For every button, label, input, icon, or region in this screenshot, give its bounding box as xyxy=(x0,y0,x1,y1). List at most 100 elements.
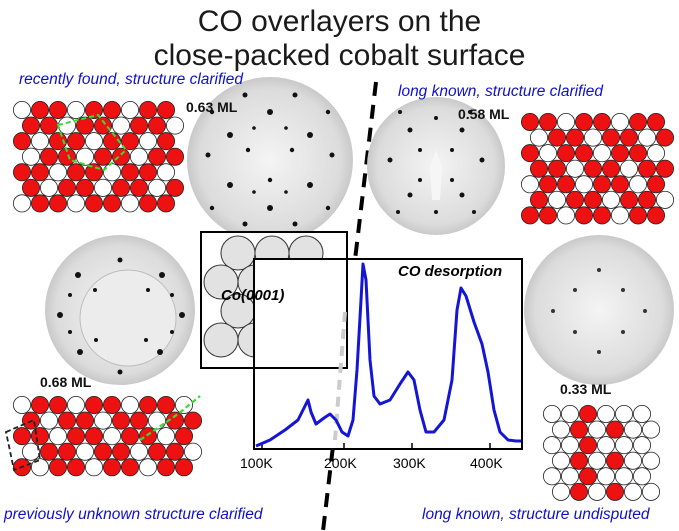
co-molecule xyxy=(539,206,558,225)
co-molecule xyxy=(147,116,166,135)
cobalt-atom xyxy=(642,420,661,439)
co-molecule xyxy=(40,147,59,166)
co-molecule xyxy=(112,442,131,461)
co-molecule xyxy=(76,178,95,197)
co-molecule xyxy=(40,442,59,461)
co-molecule xyxy=(49,458,68,477)
figure-title-line-1: CO overlayers on the xyxy=(197,5,482,38)
cobalt-atom xyxy=(530,128,549,147)
cobalt-atom xyxy=(584,128,603,147)
co-molecule xyxy=(629,113,648,132)
co-molecule xyxy=(12,132,32,151)
leed-pattern-bottom-right xyxy=(524,235,674,385)
figure-title-line-2: close-packed cobalt surface xyxy=(153,39,526,72)
co-molecule xyxy=(521,144,540,163)
cobalt-atom xyxy=(597,467,616,486)
coverage-bottom-left: 0.68 ML xyxy=(40,374,92,390)
cobalt-atom xyxy=(588,482,607,501)
co-molecule xyxy=(30,194,50,213)
co-molecule xyxy=(21,116,41,135)
co-molecule xyxy=(40,116,59,135)
cobalt-atom xyxy=(615,404,634,423)
cobalt-atom xyxy=(615,436,634,455)
cobalt-atom xyxy=(174,395,193,414)
cobalt-atom xyxy=(561,404,580,423)
co-molecule xyxy=(602,159,621,178)
co-molecule xyxy=(58,178,77,197)
cobalt-atom xyxy=(85,458,104,477)
cobalt-atom xyxy=(94,178,113,197)
cobalt-atom xyxy=(633,404,652,423)
caption-top-left: recently found, structure clarified xyxy=(19,71,243,88)
cobalt-atom xyxy=(12,101,32,120)
cobalt-atom xyxy=(588,451,607,470)
cobalt-atom xyxy=(121,395,140,414)
cobalt-atom xyxy=(85,132,104,151)
caption-bottom-right: long known, structure undisputed xyxy=(422,506,650,523)
co-molecule xyxy=(570,482,589,501)
cobalt-atom xyxy=(40,411,59,430)
co-molecule xyxy=(539,113,558,132)
co-molecule xyxy=(138,163,157,182)
co-molecule xyxy=(94,147,113,166)
co-molecule xyxy=(112,178,131,197)
cobalt-atom xyxy=(103,427,122,446)
x-tick-label: 200K xyxy=(324,455,357,471)
cobalt-atom xyxy=(588,420,607,439)
cobalt-atom xyxy=(21,147,41,166)
cobalt-atom xyxy=(138,458,157,477)
co-molecule xyxy=(620,128,639,147)
cobalt-atom xyxy=(30,132,50,151)
co-molecule xyxy=(620,190,639,209)
co-molecule xyxy=(112,147,131,166)
coverage-bottom-right: 0.33 ML xyxy=(560,381,612,397)
co-molecule xyxy=(629,206,648,225)
co-molecule xyxy=(156,458,175,477)
co-molecule xyxy=(58,442,77,461)
co-molecule xyxy=(12,427,32,446)
co-molecule xyxy=(557,175,576,194)
co-molecule xyxy=(165,147,184,166)
surface-label: Co(0001) xyxy=(221,287,285,304)
co-molecule xyxy=(165,178,184,197)
co-molecule xyxy=(165,442,184,461)
cobalt-atom xyxy=(543,467,562,486)
desorption-chart-title: CO desorption xyxy=(398,263,503,280)
coverage-top-left: 0.63 ML xyxy=(186,99,238,115)
co-molecule xyxy=(94,442,113,461)
cobalt-atom xyxy=(656,190,675,209)
cobalt-atom xyxy=(552,451,571,470)
co-molecule xyxy=(638,190,657,209)
co-molecule xyxy=(530,159,549,178)
co-molecule xyxy=(606,420,625,439)
co-molecule xyxy=(85,395,104,414)
co-molecule xyxy=(121,427,140,446)
co-molecule xyxy=(579,436,598,455)
co-molecule xyxy=(67,163,86,182)
co-molecule xyxy=(548,128,567,147)
cobalt-atom xyxy=(121,194,140,213)
cobalt-atom xyxy=(67,194,86,213)
co-molecule xyxy=(121,163,140,182)
co-molecule xyxy=(49,194,68,213)
cobalt-atom xyxy=(602,190,621,209)
caption-top-right: long known, structure clarified xyxy=(398,83,604,100)
co-molecule xyxy=(85,194,104,213)
co-molecule xyxy=(30,395,50,414)
co-molecule xyxy=(129,411,148,430)
divider-dashed-line xyxy=(321,81,378,531)
co-molecule xyxy=(76,411,95,430)
co-molecule xyxy=(103,395,122,414)
co-molecule xyxy=(138,194,157,213)
cobalt-atom xyxy=(12,395,32,414)
co-molecule xyxy=(593,113,612,132)
co-molecule xyxy=(575,113,594,132)
caption-bottom-left: previously unknown structure clarified xyxy=(4,506,263,523)
cobalt-atom xyxy=(67,395,86,414)
co-molecule xyxy=(103,132,122,151)
co-molecule xyxy=(638,159,657,178)
co-molecule xyxy=(129,178,148,197)
cobalt-atom xyxy=(543,436,562,455)
cobalt-atom xyxy=(629,175,648,194)
cobalt-atom xyxy=(183,442,202,461)
